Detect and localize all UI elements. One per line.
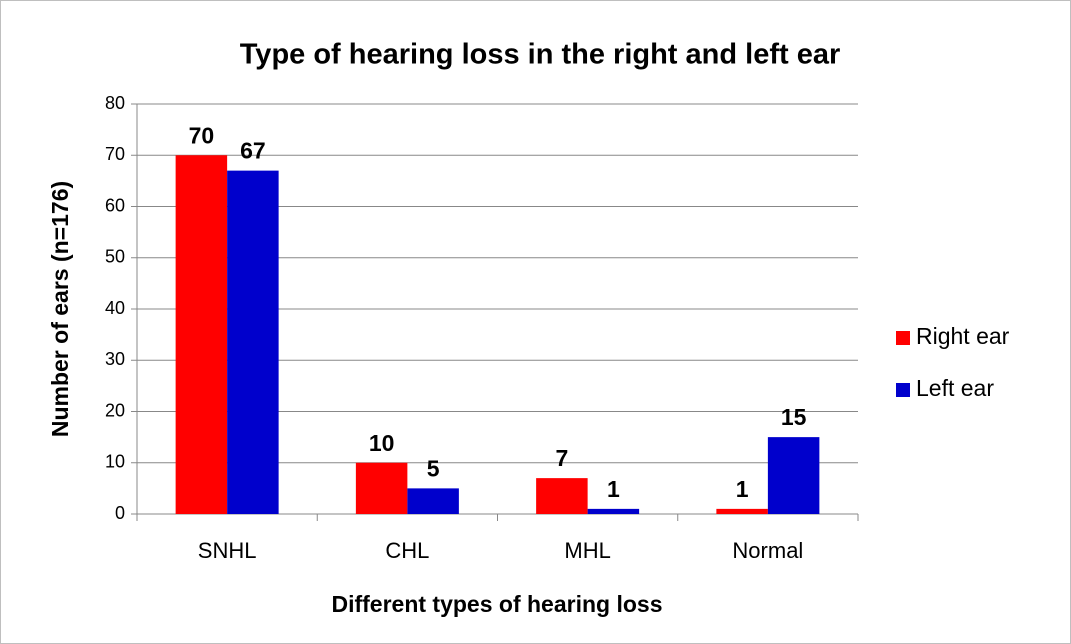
y-tick-label: 10 <box>105 452 125 472</box>
bar <box>227 170 279 514</box>
legend-swatch <box>896 331 910 345</box>
bar <box>536 478 588 514</box>
bar <box>175 155 228 514</box>
y-tick-label: 0 <box>115 503 125 523</box>
data-label: 1 <box>736 476 749 502</box>
data-label: 5 <box>427 455 440 481</box>
legend-label: Right ear <box>916 323 1010 349</box>
chart-title: Type of hearing loss in the right and le… <box>240 39 841 71</box>
data-label: 15 <box>781 404 807 430</box>
x-tick-label: Normal <box>732 538 803 563</box>
data-label: 70 <box>189 122 215 148</box>
legend-label: Left ear <box>916 375 994 401</box>
y-tick-label: 60 <box>105 195 125 215</box>
y-tick-label: 40 <box>105 298 125 318</box>
data-label: 10 <box>369 430 395 456</box>
data-label: 1 <box>607 476 620 502</box>
bar <box>407 488 459 514</box>
bar <box>587 508 640 514</box>
x-tick-label: CHL <box>385 538 429 563</box>
y-tick-label: 50 <box>105 247 125 267</box>
y-tick-label: 70 <box>105 144 125 164</box>
x-tick-label: SNHL <box>198 538 257 563</box>
x-tick-label: MHL <box>564 538 610 563</box>
y-axis-label: Number of ears (n=176) <box>47 181 73 437</box>
bar <box>716 508 768 514</box>
y-tick-label: 30 <box>105 349 125 369</box>
x-axis-label: Different types of hearing loss <box>331 591 662 617</box>
y-tick-label: 80 <box>105 93 125 113</box>
data-label: 67 <box>240 138 266 164</box>
legend-swatch <box>896 383 910 397</box>
bar <box>355 462 408 514</box>
data-label: 7 <box>555 445 568 471</box>
y-tick-label: 20 <box>105 400 125 420</box>
bar <box>767 437 820 514</box>
